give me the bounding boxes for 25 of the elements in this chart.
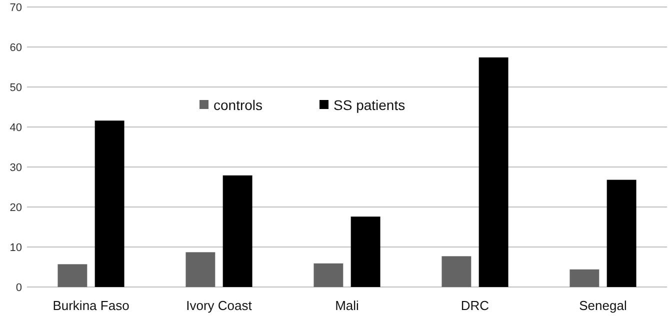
x-tick-label: DRC bbox=[460, 298, 490, 313]
y-tick-label: 40 bbox=[10, 122, 22, 134]
y-tick-label: 50 bbox=[10, 82, 22, 94]
bar bbox=[314, 263, 344, 287]
bar bbox=[442, 256, 472, 287]
bar bbox=[94, 120, 124, 287]
bar bbox=[606, 180, 636, 287]
bar bbox=[570, 269, 600, 287]
x-tick-label: Mali bbox=[335, 298, 360, 313]
y-tick-label: 30 bbox=[10, 162, 22, 174]
y-tick-label: 10 bbox=[10, 242, 22, 254]
x-tick-label: Senegal bbox=[579, 298, 627, 313]
y-tick-label: 70 bbox=[10, 2, 22, 14]
bar bbox=[350, 216, 380, 287]
bar bbox=[478, 57, 508, 287]
y-tick-label: 0 bbox=[16, 282, 22, 294]
y-tick-label: 20 bbox=[10, 202, 22, 214]
bar bbox=[58, 264, 88, 287]
x-tick-label: Ivory Coast bbox=[186, 298, 252, 313]
legend-label: controls bbox=[214, 96, 263, 113]
bar bbox=[222, 175, 252, 287]
x-tick-label: Burkina Faso bbox=[52, 298, 130, 313]
y-tick-label: 60 bbox=[10, 42, 22, 54]
bar bbox=[186, 252, 216, 287]
legend-label: SS patients bbox=[334, 96, 406, 113]
